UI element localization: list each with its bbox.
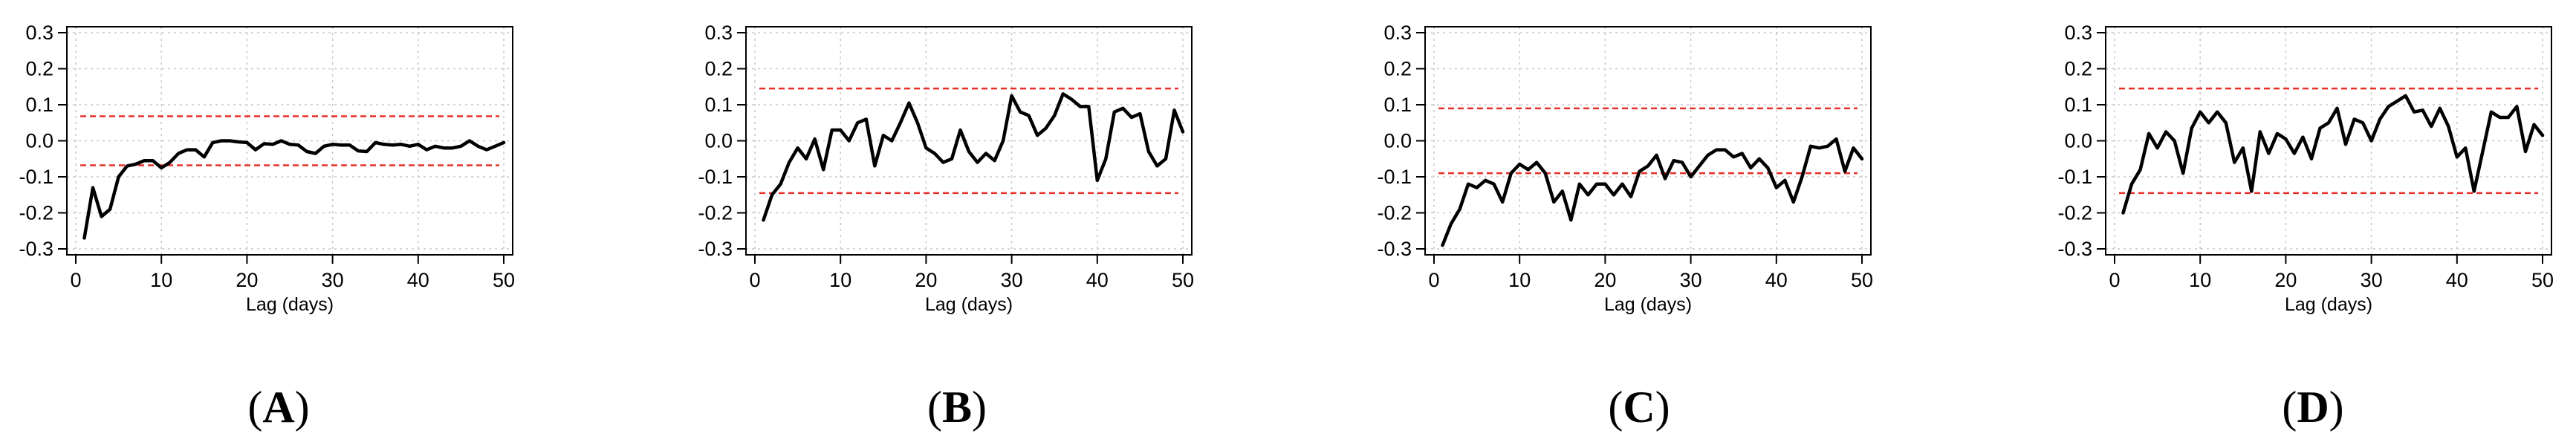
chart-panel-c: 0 10 20 30 40 50 0.3 0.2 0.1 0.0 -0.1 -0.2 -0.3 Lag (… (1377, 22, 1873, 432)
x-tick-label: 40 (2446, 269, 2468, 291)
y-tick-label: 0.3 (25, 22, 53, 44)
y-tick-label: 0.2 (25, 58, 53, 80)
x-tick-label: 30 (1680, 269, 1702, 291)
y-tick-label: 0.3 (704, 22, 733, 44)
y-tick-label: -0.2 (2057, 202, 2092, 224)
chart-panel-b: 0 10 20 30 40 50 0.3 0.2 0.1 0.0 -0.1 -0.2 -0.3 Lag (… (698, 22, 1194, 432)
panel-label: (C) (1608, 383, 1670, 432)
chart-panel-a: 0 10 20 30 40 50 0.3 0.2 0.1 0.0 -0.1 -0.2 -0.3 Lag (… (19, 22, 515, 432)
x-axis-title: Lag (days) (1604, 294, 1692, 315)
y-tick-label: 0.2 (704, 58, 733, 80)
y-tick-label: 0.2 (1383, 58, 1412, 80)
x-tick-label: 40 (407, 269, 429, 291)
x-tick-label: 10 (2189, 269, 2211, 291)
x-tick-label: 20 (236, 269, 258, 291)
x-tick-label: 50 (1851, 269, 1873, 291)
x-tick-label: 0 (2109, 269, 2120, 291)
y-tick-label: -0.2 (698, 202, 733, 224)
x-tick-label: 0 (1428, 269, 1439, 291)
chart-panel-d: 0 10 20 30 40 50 0.3 0.2 0.1 0.0 -0.1 -0.2 -0.3 Lag (… (2057, 22, 2554, 432)
y-tick-label: -0.1 (698, 166, 733, 188)
x-tick-label: 30 (322, 269, 344, 291)
x-axis-title: Lag (days) (246, 294, 334, 315)
y-tick-label: 0.1 (25, 94, 53, 116)
acf-series-line (2121, 94, 2545, 215)
acf-series-line (82, 139, 506, 240)
y-tick-label: 0.2 (2064, 58, 2092, 80)
acf-series-line (762, 92, 1185, 222)
y-tick-label: 0.1 (1383, 94, 1412, 116)
y-tick-label: -0.1 (2057, 166, 2092, 188)
acf-series-line (1441, 137, 1864, 247)
y-tick-label: 0.1 (704, 94, 733, 116)
x-tick-label: 40 (1765, 269, 1788, 291)
x-axis-title: Lag (days) (2285, 294, 2372, 315)
x-tick-label: 0 (749, 269, 760, 291)
x-tick-label: 10 (150, 269, 172, 291)
y-tick-label: -0.1 (19, 166, 53, 188)
x-tick-label: 10 (1508, 269, 1531, 291)
y-tick-label: -0.3 (698, 238, 733, 260)
y-tick-label: 0.3 (1383, 22, 1412, 44)
x-tick-label: 50 (493, 269, 515, 291)
y-tick-label: 0.0 (25, 130, 53, 152)
y-tick-label: -0.3 (1377, 238, 1412, 260)
y-tick-label: 0.0 (2064, 130, 2092, 152)
x-tick-label: 10 (829, 269, 851, 291)
x-tick-label: 40 (1086, 269, 1109, 291)
x-tick-label: 50 (2531, 269, 2554, 291)
panel-label: (B) (927, 383, 987, 432)
x-tick-label: 30 (2361, 269, 2383, 291)
x-tick-label: 20 (2274, 269, 2297, 291)
y-tick-label: -0.2 (19, 202, 53, 224)
y-tick-label: -0.2 (1377, 202, 1412, 224)
y-tick-label: 0.1 (2064, 94, 2092, 116)
y-tick-label: 0.0 (704, 130, 733, 152)
y-tick-label: -0.1 (1377, 166, 1412, 188)
y-tick-label: 0.3 (2064, 22, 2092, 44)
panel-label: (D) (2282, 383, 2343, 432)
x-axis-title: Lag (days) (925, 294, 1013, 315)
x-tick-label: 50 (1172, 269, 1194, 291)
y-tick-label: 0.0 (1383, 130, 1412, 152)
x-tick-label: 30 (1001, 269, 1023, 291)
x-tick-label: 20 (1594, 269, 1616, 291)
y-tick-label: -0.3 (19, 238, 53, 260)
x-tick-label: 20 (915, 269, 937, 291)
x-tick-label: 0 (70, 269, 81, 291)
y-tick-label: -0.3 (2057, 238, 2092, 260)
panel-label: (A) (247, 383, 309, 432)
